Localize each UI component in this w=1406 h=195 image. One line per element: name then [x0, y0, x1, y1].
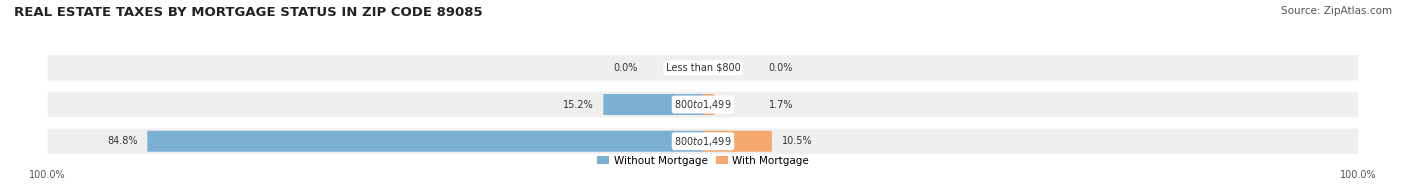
- Legend: Without Mortgage, With Mortgage: Without Mortgage, With Mortgage: [593, 152, 813, 170]
- FancyBboxPatch shape: [703, 94, 714, 115]
- Text: 0.0%: 0.0%: [613, 63, 637, 73]
- FancyBboxPatch shape: [48, 129, 1358, 154]
- Text: $800 to $1,499: $800 to $1,499: [675, 135, 731, 148]
- FancyBboxPatch shape: [148, 131, 703, 152]
- Text: Source: ZipAtlas.com: Source: ZipAtlas.com: [1281, 6, 1392, 16]
- Text: REAL ESTATE TAXES BY MORTGAGE STATUS IN ZIP CODE 89085: REAL ESTATE TAXES BY MORTGAGE STATUS IN …: [14, 6, 482, 19]
- Text: $800 to $1,499: $800 to $1,499: [675, 98, 731, 111]
- FancyBboxPatch shape: [703, 131, 772, 152]
- FancyBboxPatch shape: [603, 94, 703, 115]
- Text: 1.7%: 1.7%: [769, 99, 793, 110]
- Text: Less than $800: Less than $800: [665, 63, 741, 73]
- Text: 0.0%: 0.0%: [769, 63, 793, 73]
- Text: 15.2%: 15.2%: [562, 99, 593, 110]
- FancyBboxPatch shape: [48, 55, 1358, 81]
- FancyBboxPatch shape: [48, 92, 1358, 117]
- Text: 10.5%: 10.5%: [782, 136, 813, 146]
- Text: 84.8%: 84.8%: [107, 136, 138, 146]
